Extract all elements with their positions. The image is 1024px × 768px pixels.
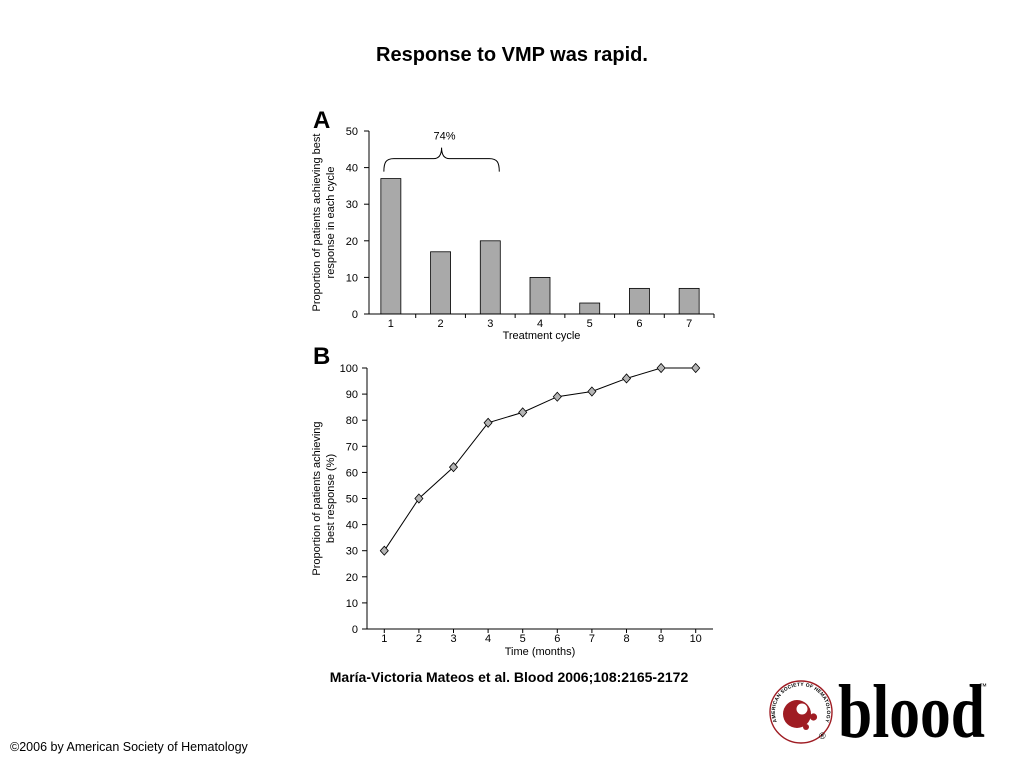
data-point-month-2 [414, 493, 424, 504]
x-tick-label: 2 [438, 318, 444, 330]
data-point-month-9 [656, 362, 666, 374]
panel-label-b: B [313, 343, 330, 370]
x-tick-label: 9 [658, 633, 664, 645]
y-axis-title-line: Proportion of patients achieving best [311, 134, 323, 312]
x-tick-label: 6 [636, 318, 642, 330]
y-tick-label: 30 [346, 546, 358, 558]
x-tick-label: 6 [554, 633, 560, 645]
registered-mark: ® [819, 731, 826, 741]
data-point-month-4 [483, 417, 493, 428]
x-tick-label: 5 [587, 318, 593, 330]
y-tick-label: 20 [346, 572, 358, 584]
y-tick-label: 10 [346, 272, 358, 284]
bar-cycle-7 [678, 287, 700, 315]
data-point-month-7 [587, 386, 597, 397]
y-axis-title-line: response in each cycle [325, 167, 337, 279]
y-tick-label: 20 [346, 236, 358, 248]
x-tick-label: 1 [388, 318, 394, 330]
data-point-month-6 [552, 391, 562, 402]
y-tick-label: 80 [346, 415, 358, 427]
x-tick-label: 8 [623, 633, 629, 645]
slide-title: Response to VMP was rapid. [376, 44, 648, 66]
y-tick-label: 0 [352, 624, 358, 636]
blood-wordmark: blood [838, 675, 985, 750]
bar-cycle-3 [479, 240, 501, 315]
seal-cell-small-2 [803, 724, 809, 730]
y-axis-title-line: best response (%) [325, 454, 337, 543]
x-tick-label: 1 [381, 633, 387, 645]
x-axis-title: Treatment cycle [503, 330, 581, 342]
x-axis-title: Time (months) [505, 646, 576, 658]
x-tick-label: 4 [537, 318, 543, 330]
x-tick-label: 7 [686, 318, 692, 330]
data-point-month-10 [691, 362, 701, 374]
bar-cycle-6 [629, 287, 650, 315]
y-tick-label: 10 [346, 598, 358, 610]
bar-cycle-4 [529, 276, 551, 315]
y-tick-label: 50 [346, 494, 358, 506]
x-tick-label: 2 [416, 633, 422, 645]
bar-cycle-1 [380, 178, 402, 315]
panel-b-line-chart: B 0 10 20 30 40 50 60 70 80 90 100 1 2 3 4 5 6 7 8 9 10 Time (… [311, 343, 713, 658]
x-tick-label: 7 [589, 633, 595, 645]
y-tick-label: 50 [346, 126, 358, 138]
y-tick-label: 70 [346, 441, 358, 453]
copyright-notice: ©2006 by American Society of Hematology [10, 740, 248, 754]
series-line [383, 367, 696, 551]
blood-journal-logo: AMERICAN SOCIETY OF HEMATOLOGY ® blood ™ [769, 675, 987, 750]
x-tick-label: 5 [520, 633, 526, 645]
panel-label-a: A [313, 107, 330, 134]
x-tick-label: 3 [450, 633, 456, 645]
y-axis-title-line: Proportion of patients achieving [311, 421, 323, 575]
y-tick-label: 90 [346, 389, 358, 401]
x-tick-label: 3 [487, 318, 493, 330]
annotation-brace [383, 147, 500, 172]
data-point-month-5 [518, 407, 528, 418]
data-point-month-3 [448, 462, 459, 473]
bar-cycle-5 [579, 302, 601, 315]
seal-cell [783, 700, 811, 728]
y-tick-label: 40 [346, 520, 358, 532]
y-tick-label: 100 [340, 363, 358, 375]
y-tick-label: 40 [346, 163, 358, 175]
annotation-label: 74% [434, 131, 456, 143]
x-tick-label: 4 [485, 633, 491, 645]
seal-cell-small-1 [809, 713, 818, 721]
data-point-month-1 [379, 545, 389, 556]
y-tick-label: 60 [346, 467, 358, 479]
x-tick-label: 10 [690, 633, 702, 645]
y-tick-label: 30 [346, 199, 358, 211]
bar-cycle-2 [430, 251, 451, 315]
panel-a-bar-chart: A 0 10 20 30 40 50 1 2 3 4 5 6 7 Treatment cycle Propor… [311, 107, 715, 342]
seal-ring [769, 680, 833, 744]
seal-cell-center [796, 703, 808, 715]
trademark-symbol: ™ [979, 682, 987, 691]
citation: María-Victoria Mateos et al. Blood 2006;… [329, 669, 689, 685]
data-point-month-8 [621, 373, 632, 384]
y-tick-label: 0 [352, 309, 358, 321]
